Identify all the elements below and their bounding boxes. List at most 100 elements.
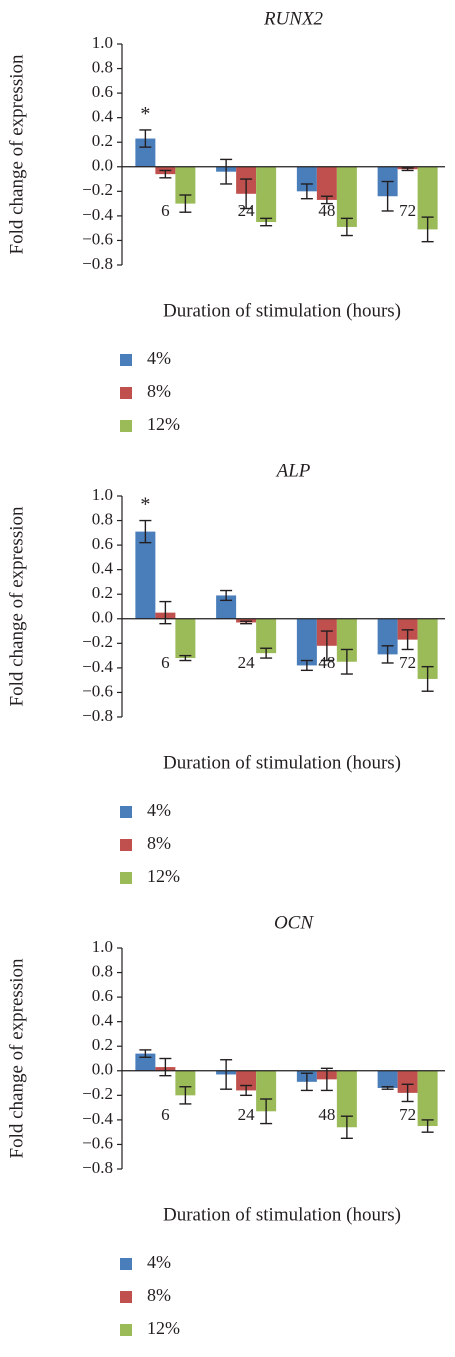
alp-error-bar-8-6h bbox=[159, 600, 172, 625]
ocn-y-axis-label: Fold change of expression bbox=[6, 958, 27, 1158]
runx2-bar-12-48h bbox=[336, 166, 357, 227]
runx2-error-bar-12-48h bbox=[340, 217, 353, 237]
ocn-bar-12-48h bbox=[336, 1070, 357, 1128]
alp-y-tick-label: 0.8 bbox=[92, 509, 113, 528]
runx2-category-label: 72 bbox=[399, 201, 416, 220]
ocn-y-tick-label: 1.0 bbox=[92, 937, 113, 956]
ocn-category-label: 6 bbox=[161, 1105, 170, 1124]
legend-label-4: 4% bbox=[147, 1252, 171, 1272]
alp-y-tick-label: 0.2 bbox=[92, 583, 113, 602]
ocn-error-bar-12-72h bbox=[421, 1119, 434, 1133]
runx2-y-tick-label: 0.8 bbox=[92, 57, 113, 76]
runx2-y-tick-label: −0.2 bbox=[82, 180, 113, 199]
alp-category-label: 24 bbox=[238, 653, 256, 672]
runx2-error-bar-12-6h bbox=[179, 194, 192, 213]
alp-error-bar-12-72h bbox=[421, 665, 434, 692]
alp-error-bar-4-72h bbox=[381, 645, 394, 664]
ocn-error-bar-4-48h bbox=[300, 1072, 313, 1092]
alp-bar-4-48h bbox=[296, 618, 317, 666]
ocn-y-tick-label: −0.6 bbox=[82, 1133, 113, 1152]
runx2-x-axis-label: Duration of stimulation (hours) bbox=[163, 300, 401, 321]
runx2-legend: 4% 8% 12% bbox=[120, 348, 180, 434]
runx2-category-label: 48 bbox=[318, 201, 335, 220]
alp-category-label: 48 bbox=[318, 653, 335, 672]
alp-y-tick-label: −0.8 bbox=[82, 706, 113, 725]
ocn-y-tick-label: 0.4 bbox=[92, 1011, 114, 1030]
runx2-y-tick-label: 0.2 bbox=[92, 131, 113, 150]
ocn-error-bar-4-6h bbox=[139, 1049, 152, 1058]
ocn-error-bar-12-6h bbox=[179, 1086, 192, 1105]
legend-swatch-4 bbox=[120, 354, 132, 366]
alp-category-label: 72 bbox=[399, 653, 416, 672]
runx2-bar-12-72h bbox=[417, 166, 438, 230]
ocn-error-bar-8-48h bbox=[320, 1067, 333, 1092]
legend-swatch-4 bbox=[120, 1258, 132, 1270]
runx2-y-tick-label: −0.4 bbox=[82, 205, 113, 224]
ocn-bar-12-24h bbox=[256, 1070, 277, 1112]
runx2-error-bar-4-24h bbox=[220, 158, 233, 185]
alp-y-tick-label: 0.6 bbox=[92, 534, 113, 553]
alp-y-tick-label: 0.4 bbox=[92, 559, 114, 578]
alp-error-bar-8-72h bbox=[401, 629, 414, 651]
alp-category-label: 6 bbox=[161, 653, 170, 672]
ocn-y-tick-label: 0.6 bbox=[92, 986, 113, 1005]
alp-bar-4-6h bbox=[135, 531, 156, 619]
ocn-chart-title: OCN bbox=[274, 912, 314, 933]
alp-significance-star: * bbox=[140, 494, 150, 516]
ocn-y-tick-label: −0.2 bbox=[82, 1084, 113, 1103]
legend-swatch-12 bbox=[120, 420, 132, 432]
runx2-error-bar-4-6h bbox=[139, 129, 152, 148]
ocn-bar-4-72h bbox=[377, 1070, 398, 1088]
alp-error-bar-8-48h bbox=[320, 630, 333, 662]
runx2-bar-4-48h bbox=[296, 166, 317, 192]
runx2-error-bar-8-48h bbox=[320, 195, 333, 205]
legend-swatch-12 bbox=[120, 1324, 132, 1336]
legend-label-8: 8% bbox=[147, 833, 171, 853]
runx2-y-tick-label: 0.6 bbox=[92, 82, 113, 101]
ocn-y-tick-label: 0.2 bbox=[92, 1035, 113, 1054]
alp-y-axis-label: Fold change of expression bbox=[6, 506, 27, 706]
alp-error-bar-4-48h bbox=[300, 659, 313, 672]
legend-swatch-12 bbox=[120, 872, 132, 884]
ocn-category-label: 72 bbox=[399, 1105, 416, 1124]
runx2-error-bar-8-72h bbox=[401, 167, 414, 172]
ocn-error-bar-8-72h bbox=[401, 1083, 414, 1103]
ocn-error-bar-12-24h bbox=[260, 1098, 273, 1125]
alp-y-tick-label: −0.2 bbox=[82, 632, 113, 651]
legend-swatch-4 bbox=[120, 806, 132, 818]
alp-bar-12-72h bbox=[417, 618, 438, 679]
alp-y-tick-label: −0.6 bbox=[82, 681, 113, 700]
runx2-bar-12-24h bbox=[256, 166, 277, 223]
alp-x-axis-label: Duration of stimulation (hours) bbox=[163, 752, 401, 773]
alp-bar-12-24h bbox=[256, 618, 277, 654]
ocn-error-bar-8-24h bbox=[240, 1084, 253, 1097]
runx2-error-bar-4-48h bbox=[300, 183, 313, 200]
runx2-error-bar-8-6h bbox=[159, 169, 172, 179]
runx2-significance-star: * bbox=[140, 103, 150, 125]
alp-error-bar-4-24h bbox=[220, 589, 233, 602]
ocn-legend: 4% 8% 12% bbox=[120, 1252, 180, 1338]
legend-swatch-8 bbox=[120, 839, 132, 851]
runx2-y-tick-label: 0.4 bbox=[92, 107, 114, 126]
runx2-category-label: 6 bbox=[161, 201, 170, 220]
legend-label-12: 12% bbox=[147, 414, 180, 434]
legend-label-4: 4% bbox=[147, 348, 171, 368]
legend-label-12: 12% bbox=[147, 866, 180, 886]
legend-label-4: 4% bbox=[147, 800, 171, 820]
runx2-error-bar-8-24h bbox=[240, 178, 253, 210]
alp-bar-12-6h bbox=[175, 618, 196, 659]
alp-error-bar-12-48h bbox=[340, 648, 353, 675]
alp-bar-12-48h bbox=[336, 618, 357, 662]
alp-y-tick-label: −0.4 bbox=[82, 657, 113, 676]
ocn-error-bar-4-24h bbox=[220, 1059, 233, 1090]
runx2-y-tick-label: 1.0 bbox=[92, 33, 113, 52]
runx2-y-axis-label: Fold change of expression bbox=[6, 54, 27, 254]
alp-chart: ALP Fold change of expression 1.0 0.8 0.6 0.4… bbox=[6, 460, 445, 886]
alp-error-bar-12-6h bbox=[179, 654, 192, 662]
runx2-chart-title: RUNX2 bbox=[263, 8, 324, 29]
ocn-y-tick-label: −0.4 bbox=[82, 1109, 113, 1128]
runx2-bar-4-6h bbox=[135, 138, 156, 167]
legend-label-8: 8% bbox=[147, 1285, 171, 1305]
ocn-error-bar-8-6h bbox=[159, 1057, 172, 1077]
runx2-category-label: 24 bbox=[238, 201, 256, 220]
